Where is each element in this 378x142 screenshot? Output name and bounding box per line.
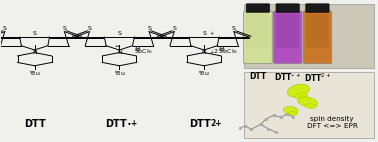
Text: $\bullet$+: $\bullet$+ — [127, 118, 139, 128]
Text: $^t$Bu: $^t$Bu — [29, 69, 40, 78]
Text: DTT: DTT — [105, 119, 126, 129]
Ellipse shape — [284, 106, 298, 114]
Text: DTT: DTT — [24, 119, 45, 129]
Text: S: S — [172, 26, 176, 31]
Text: DTT$^{2+}$: DTT$^{2+}$ — [304, 72, 331, 84]
Text: S: S — [62, 26, 67, 31]
Text: $\ominus$: $\ominus$ — [135, 44, 142, 53]
FancyBboxPatch shape — [276, 14, 299, 48]
Ellipse shape — [288, 112, 297, 115]
Text: S: S — [232, 26, 236, 31]
FancyBboxPatch shape — [243, 4, 373, 68]
Text: S: S — [88, 26, 91, 31]
FancyBboxPatch shape — [276, 4, 299, 12]
Text: DTT$^{\bullet+}$: DTT$^{\bullet+}$ — [274, 72, 301, 83]
Text: $^t$Bu: $^t$Bu — [113, 69, 125, 78]
Text: S: S — [118, 31, 121, 36]
Text: spin density
DFT <=> EPR: spin density DFT <=> EPR — [307, 116, 358, 129]
Text: $\ominus$: $\ominus$ — [218, 44, 226, 53]
Text: S: S — [202, 31, 206, 36]
FancyBboxPatch shape — [303, 11, 332, 64]
Ellipse shape — [298, 97, 318, 107]
Text: 2+: 2+ — [211, 119, 222, 128]
Text: S: S — [33, 31, 37, 36]
Text: DTT: DTT — [189, 119, 211, 129]
Ellipse shape — [287, 84, 309, 97]
FancyBboxPatch shape — [246, 4, 270, 12]
Text: ••: •• — [115, 44, 120, 49]
Text: S: S — [3, 26, 7, 31]
Text: $^t$Bu: $^t$Bu — [198, 69, 210, 78]
Text: 2 SbCl$_6$: 2 SbCl$_6$ — [214, 48, 238, 57]
Text: S: S — [147, 26, 151, 31]
Ellipse shape — [304, 104, 316, 109]
FancyBboxPatch shape — [246, 14, 269, 48]
Text: N: N — [117, 50, 122, 55]
Text: +: + — [209, 31, 213, 36]
FancyBboxPatch shape — [273, 11, 302, 64]
Text: N: N — [32, 50, 37, 55]
Text: +: + — [209, 50, 213, 55]
FancyBboxPatch shape — [306, 14, 329, 48]
Text: SbCl$_6$: SbCl$_6$ — [135, 48, 153, 57]
Text: N: N — [202, 50, 206, 55]
Text: DTT: DTT — [249, 72, 266, 81]
FancyBboxPatch shape — [243, 11, 272, 64]
FancyBboxPatch shape — [306, 4, 329, 12]
FancyBboxPatch shape — [243, 72, 373, 138]
Ellipse shape — [295, 93, 308, 99]
